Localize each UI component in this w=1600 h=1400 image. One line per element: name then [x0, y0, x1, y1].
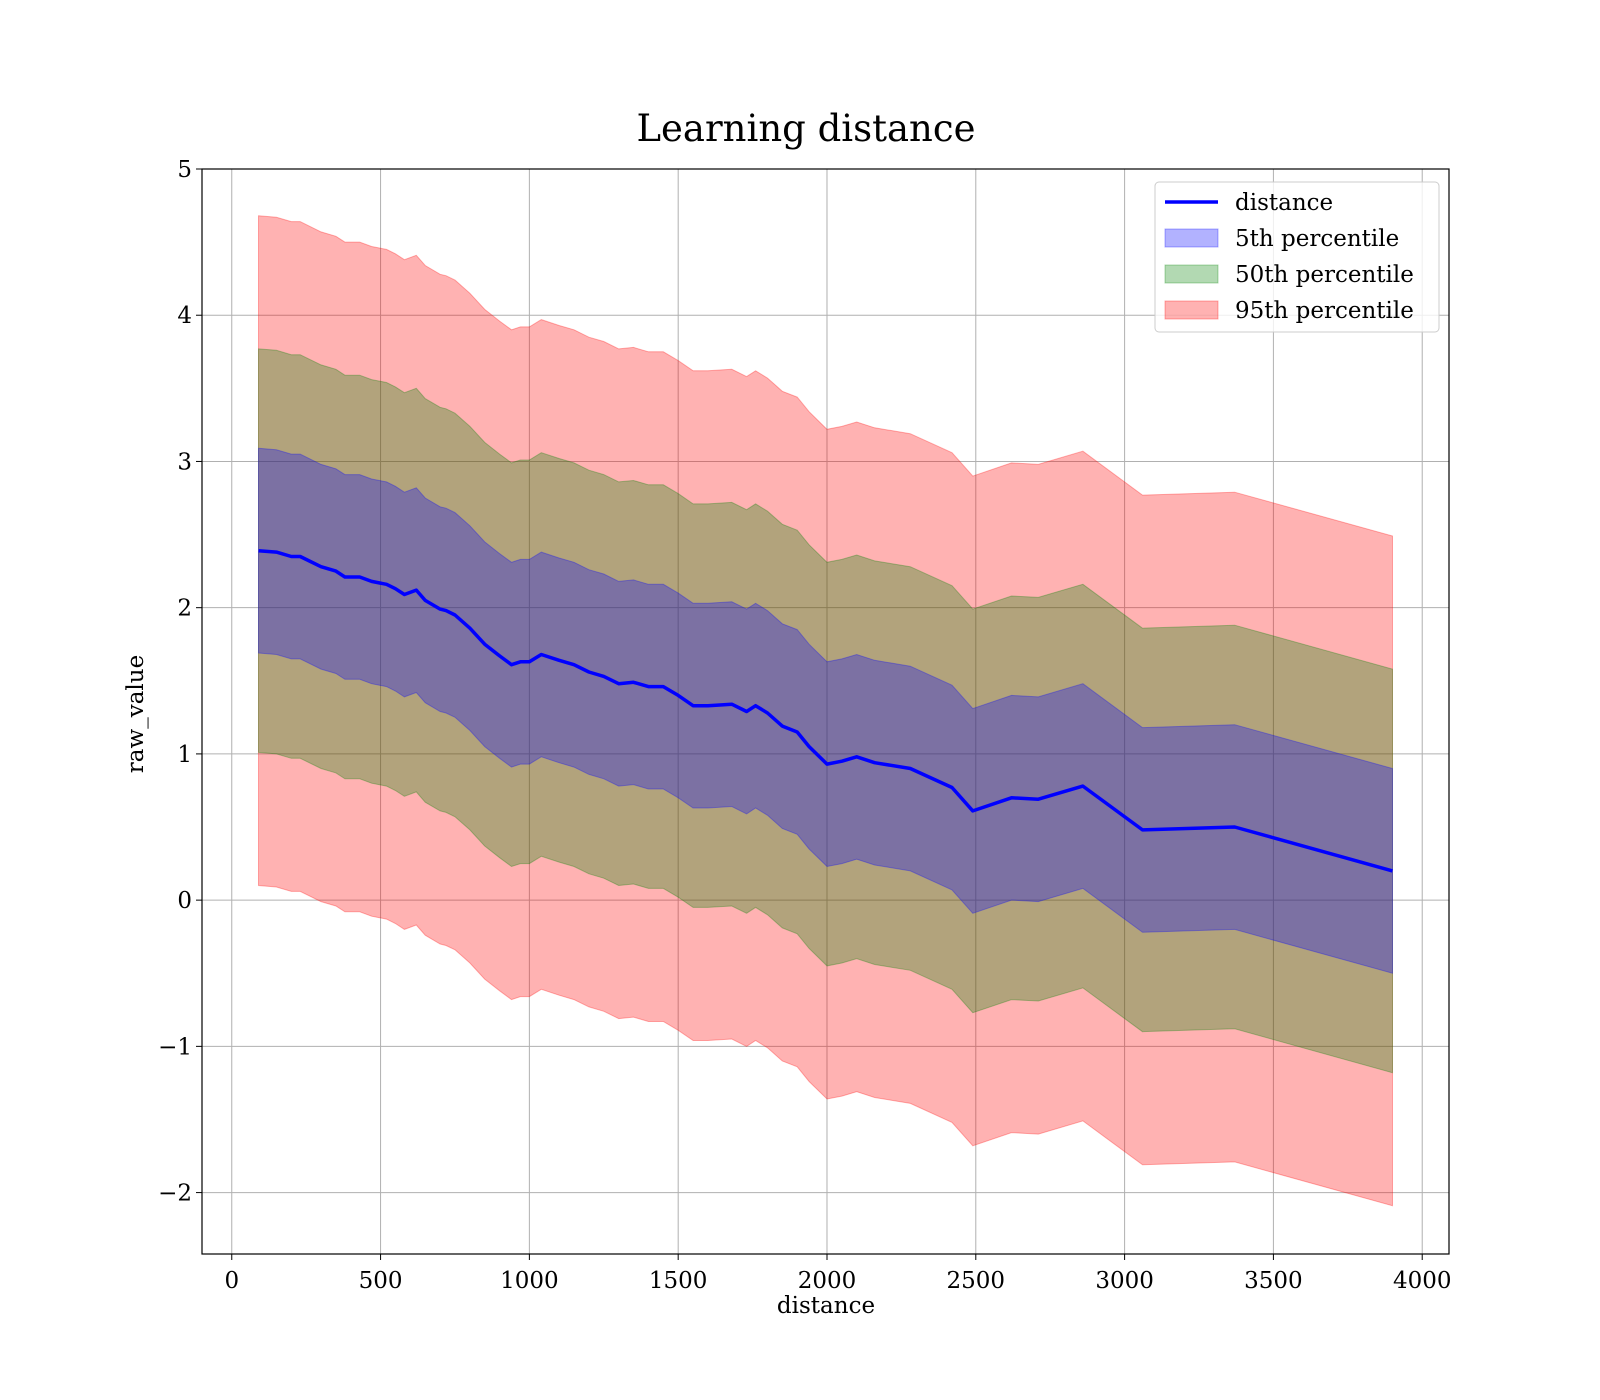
band-50th-percentile: [258, 348, 1393, 1074]
x-tick-label: 4000: [1393, 1268, 1452, 1294]
plot-background: [202, 169, 1449, 1254]
series-lines: [258, 548, 1393, 873]
grid: [202, 168, 1449, 1254]
legend: distance 5th percentile 50th percentile 95t…: [1154, 181, 1440, 333]
y-tick-label: −2: [158, 1181, 192, 1207]
legend-swatch-95th-percentile: [1164, 300, 1219, 320]
x-tick-label: 3500: [1244, 1268, 1303, 1294]
legend-label-5th-percentile: 5th percentile: [1235, 226, 1399, 252]
band-5th-percentile: [258, 447, 1393, 974]
y-axis-label: raw_value: [123, 655, 149, 773]
x-tick-label: 500: [359, 1268, 403, 1294]
x-tick-label: 2000: [798, 1268, 857, 1294]
legend-label-50th-percentile: 50th percentile: [1235, 262, 1414, 288]
x-axis-ticks: 0 500 1000 1500 2000 2500 3000 3500 4000: [224, 1254, 1451, 1294]
x-tick-label: 2500: [947, 1268, 1006, 1294]
legend-label-distance: distance: [1235, 190, 1333, 216]
plot-frame: [201, 168, 1450, 1255]
legend-swatch-5th-percentile: [1164, 228, 1219, 248]
y-tick-label: −1: [158, 1034, 192, 1060]
y-tick-label: 4: [177, 303, 192, 329]
x-tick-label: 1500: [649, 1268, 708, 1294]
x-tick-label: 3000: [1095, 1268, 1154, 1294]
x-tick-label: 1000: [500, 1268, 559, 1294]
line-distance: [258, 548, 1393, 873]
percentile-bands: [258, 215, 1393, 1207]
y-tick-label: 3: [177, 449, 192, 475]
y-tick-label: 5: [177, 157, 192, 183]
legend-box: [1154, 181, 1440, 333]
y-tick-label: 0: [177, 888, 192, 914]
legend-label-95th-percentile: 95th percentile: [1235, 298, 1414, 324]
legend-swatch-50th-percentile: [1164, 264, 1219, 284]
chart-title: Learning distance: [636, 107, 975, 150]
y-axis-ticks: −2 −1 0 1 2 3 4 5: [158, 157, 202, 1207]
band-95th-percentile: [258, 215, 1393, 1207]
x-tick-label: 0: [224, 1268, 239, 1294]
y-tick-label: 1: [177, 742, 192, 768]
y-tick-label: 2: [177, 596, 192, 622]
x-axis-label: distance: [777, 1293, 875, 1319]
plot-area: [202, 169, 1449, 1254]
